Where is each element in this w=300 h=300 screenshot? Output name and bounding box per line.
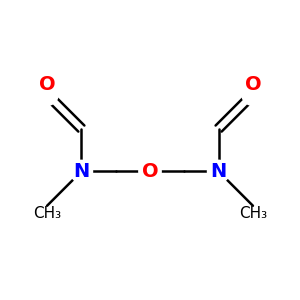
Text: N: N — [211, 162, 227, 181]
Circle shape — [36, 83, 58, 105]
Circle shape — [208, 160, 230, 183]
Circle shape — [139, 160, 161, 183]
Text: CH₃: CH₃ — [33, 206, 61, 221]
Circle shape — [70, 160, 92, 183]
Text: CH₃: CH₃ — [239, 206, 267, 221]
Text: O: O — [244, 75, 261, 94]
Text: N: N — [73, 162, 89, 181]
Text: O: O — [142, 162, 158, 181]
Text: O: O — [39, 75, 56, 94]
Circle shape — [242, 83, 264, 105]
